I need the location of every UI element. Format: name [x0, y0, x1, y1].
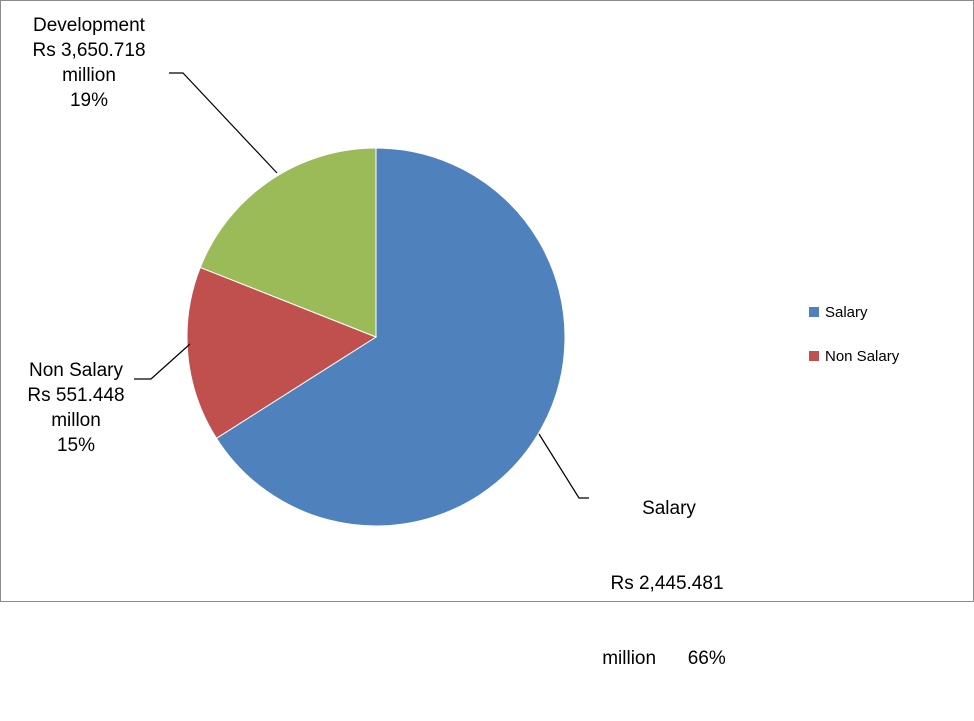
- pie-chart: [134, 72, 589, 527]
- legend-label-salary: Salary: [825, 303, 868, 321]
- legend-swatch-salary: [809, 307, 819, 317]
- data-label-salary-line-2: Rs 2,445.481: [610, 573, 724, 594]
- legend-item-salary: Salary: [809, 302, 899, 322]
- chart-area: Development Rs 3,650.718 million 19% Non…: [0, 0, 974, 669]
- legend-item-non-salary: Non Salary: [809, 346, 899, 366]
- leader-line-salary: [538, 433, 589, 499]
- pie-slice-salary: [215, 147, 566, 527]
- leader-line-development: [169, 72, 278, 174]
- data-label-development: Development Rs 3,650.718 million 19%: [9, 13, 169, 113]
- data-label-development-line-4: 19%: [69, 90, 109, 111]
- data-label-development-line-3: million: [62, 65, 116, 86]
- leader-lines: [134, 72, 589, 499]
- data-label-salary: Salary Rs 2,445.481 million 66%: [579, 446, 749, 721]
- data-label-non-salary-line-1: Non Salary: [29, 360, 123, 381]
- data-label-non-salary-line-3: millon: [51, 410, 101, 431]
- data-label-non-salary-line-2: Rs 551.448: [27, 385, 125, 406]
- pie-slice-development: [199, 147, 377, 338]
- data-label-non-salary: Non Salary Rs 551.448 millon 15%: [6, 358, 146, 458]
- data-label-salary-line-3: million 66%: [602, 648, 726, 669]
- data-label-development-line-2: Rs 3,650.718: [32, 40, 146, 61]
- leader-line-non-salary: [134, 343, 191, 380]
- data-label-development-line-1: Development: [33, 15, 145, 36]
- data-label-non-salary-line-4: 15%: [56, 435, 96, 456]
- pie-slices: [186, 147, 566, 527]
- data-label-salary-line-1: Salary: [642, 498, 696, 519]
- legend: Salary Non Salary: [809, 302, 899, 390]
- legend-label-non-salary: Non Salary: [825, 347, 900, 365]
- legend-swatch-non-salary: [809, 351, 819, 361]
- pie-slice-non-salary: [186, 266, 378, 439]
